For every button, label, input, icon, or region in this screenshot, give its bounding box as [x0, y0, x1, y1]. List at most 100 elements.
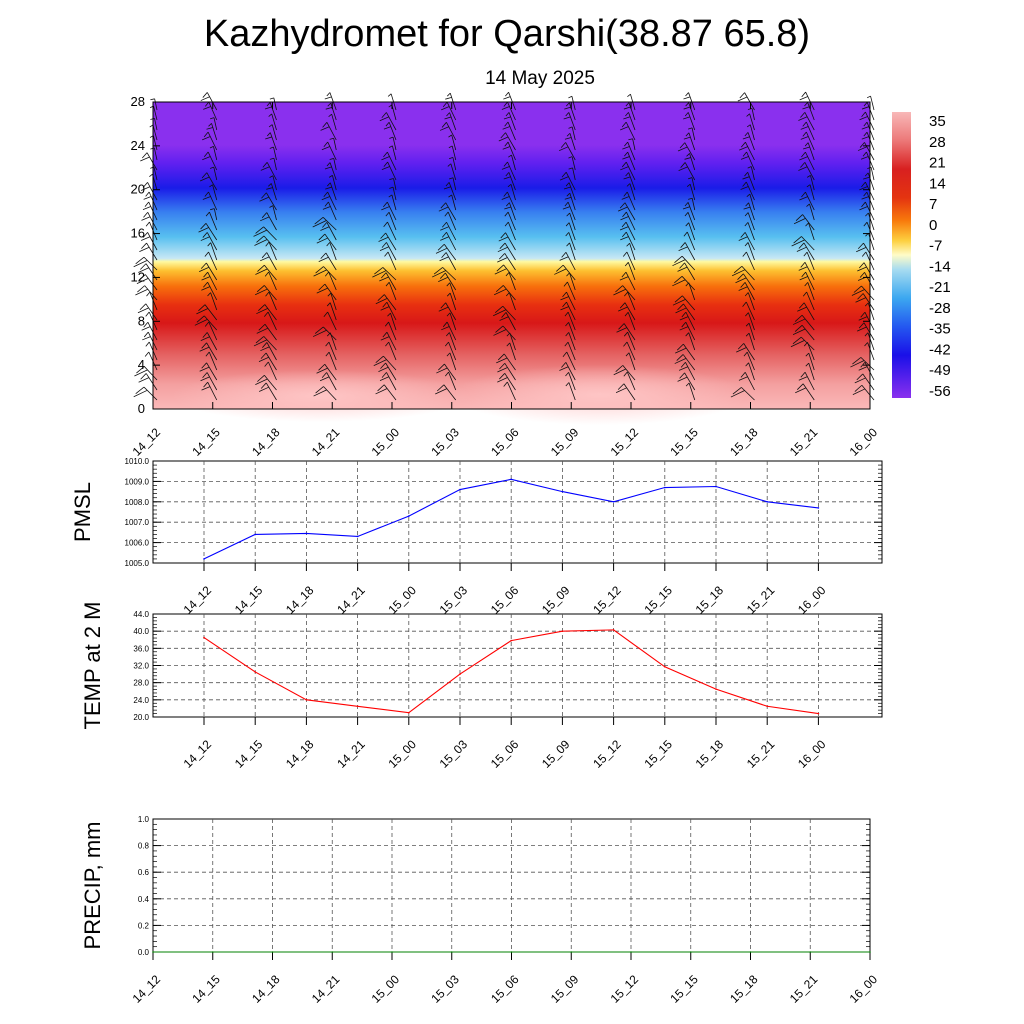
data-point [561, 490, 564, 493]
data-point [331, 951, 334, 953]
data-point [391, 951, 393, 953]
wind-barb [325, 341, 337, 361]
wind-barb [747, 108, 755, 121]
wind-barb [685, 332, 696, 351]
wind-barb [745, 332, 755, 351]
wind-barb [134, 366, 158, 381]
wind-barb [435, 384, 457, 401]
wind-barb [799, 151, 815, 171]
wind-barb [674, 354, 696, 371]
data-point [510, 478, 512, 481]
wind-barb [200, 232, 218, 251]
wind-barb [209, 166, 218, 181]
wind-barb [255, 374, 277, 391]
wind-barb [446, 352, 457, 371]
wind-barb [683, 92, 696, 111]
x-tick-label: 15_12 [608, 972, 642, 1006]
wind-barb [503, 381, 516, 401]
wind-barb [497, 253, 516, 271]
wind-barb [679, 321, 696, 341]
y-tick-label: 12 [131, 269, 145, 284]
wind-barb [389, 186, 397, 201]
y-tick-label: 36.0 [133, 644, 149, 653]
wind-barb [207, 242, 218, 261]
y-tick-label: 1009.0 [125, 477, 150, 486]
wind-barb [623, 341, 636, 361]
x-tick-label: 15_18 [693, 583, 727, 617]
wind-barb [743, 202, 755, 221]
wind-barb [503, 91, 516, 111]
wind-barb [568, 126, 576, 141]
wind-barb [683, 231, 696, 251]
wind-barb [316, 283, 337, 301]
wind-barb [565, 372, 576, 391]
y-tick-label: 4 [138, 357, 145, 372]
y-tick-label: 20 [131, 182, 145, 197]
data-point [612, 501, 615, 503]
wind-barb [385, 211, 397, 231]
wind-barb [735, 273, 755, 291]
wind-barb [325, 182, 337, 201]
x-tick-label: 14_21 [334, 583, 368, 617]
wind-barb [688, 127, 696, 141]
wind-barb [136, 274, 158, 291]
data-point [356, 535, 359, 538]
wind-barb [202, 131, 218, 151]
wind-barb [203, 101, 218, 121]
warm-surface-area [450, 365, 750, 425]
wind-barb [738, 372, 755, 391]
y-axis-label: TEMP at 2 M [80, 602, 105, 730]
wind-barb [431, 267, 457, 281]
wind-barb [796, 242, 815, 261]
wind-barb [866, 95, 875, 111]
wind-barb [507, 184, 516, 201]
wind-barb [565, 382, 576, 401]
wind-barb [269, 146, 277, 161]
wind-barb [792, 324, 815, 341]
wind-barb [560, 301, 576, 321]
wind-barb [201, 381, 218, 401]
wind-barb [388, 145, 397, 161]
wind-barb [443, 182, 457, 201]
wind-barb [618, 302, 636, 321]
wind-barb [324, 271, 337, 291]
wind-barb [564, 102, 576, 121]
wind-barb [626, 183, 636, 201]
wind-barb [678, 242, 696, 261]
wind-barb [199, 262, 218, 281]
wind-barb [209, 117, 218, 131]
wind-barb [677, 372, 696, 391]
wind-barb [202, 191, 218, 211]
wind-barb [440, 232, 457, 251]
wind-barb [448, 134, 457, 151]
y-tick-label: 1005.0 [125, 559, 150, 568]
wind-barb [196, 304, 218, 321]
data-point [612, 629, 615, 631]
wind-barb [564, 341, 576, 361]
y-tick-label: 1008.0 [125, 498, 150, 507]
x-tick-label: 15_15 [641, 583, 675, 617]
y-tick-label: 8 [138, 313, 145, 328]
wind-barb [141, 321, 158, 341]
colorbar-label: -21 [929, 279, 951, 296]
wind-barb [503, 172, 516, 191]
y-tick-label: 1010.0 [125, 457, 150, 466]
x-tick-label: 14_15 [232, 583, 266, 617]
data-point [809, 951, 812, 953]
wind-barb [205, 351, 218, 371]
wind-barb [738, 232, 755, 251]
upper-air-panel: 0 4 8 12 16 20 24 28 14_12 14_15 14_18 14_21 15_00 1… [130, 91, 880, 459]
wind-barb [791, 236, 815, 251]
x-tick-label: 15_06 [488, 425, 522, 459]
data-point [715, 688, 717, 690]
data-point [570, 951, 573, 953]
x-tick-label: 14_12 [181, 583, 215, 617]
wind-barb [798, 112, 815, 131]
wind-barb [502, 141, 516, 161]
y-tick-label: 20.0 [133, 713, 149, 722]
wind-barb [863, 221, 875, 241]
wind-barb [742, 132, 755, 151]
data-point [450, 951, 453, 953]
wind-barb [328, 113, 337, 131]
wind-barb [441, 101, 457, 121]
